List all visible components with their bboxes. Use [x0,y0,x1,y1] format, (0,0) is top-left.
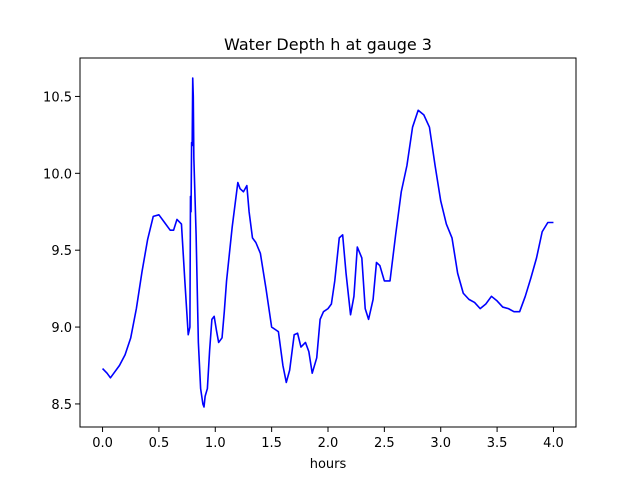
y-tick-label: 8.5 [51,398,72,413]
series-line-water-depth [101,77,554,408]
y-tick-label: 10.0 [43,167,72,182]
x-tick-label: 0.0 [92,436,113,451]
x-tick-label: 4.0 [543,436,564,451]
x-axis-label: hours [310,457,347,472]
y-tick-label: 10.5 [43,90,72,105]
x-tick-label: 2.0 [318,436,339,451]
plot-area [101,77,554,408]
x-tick-label: 3.5 [487,436,508,451]
y-tick-label: 9.5 [51,244,72,259]
x-tick-label: 1.0 [205,436,226,451]
x-tick-label: 3.0 [430,436,451,451]
x-tick-label: 1.5 [261,436,282,451]
y-tick-label: 9.0 [51,321,72,336]
axes-frame [79,57,577,428]
x-axis: 0.0 0.5 1.0 1.5 2.0 2.5 3.0 3.5 4.0 [92,427,564,451]
x-tick-label: 2.5 [374,436,395,451]
chart-title: Water Depth h at gauge 3 [224,35,432,54]
y-axis: 8.5 9.0 9.5 10.0 10.5 [43,90,80,413]
x-tick-label: 0.5 [149,436,170,451]
